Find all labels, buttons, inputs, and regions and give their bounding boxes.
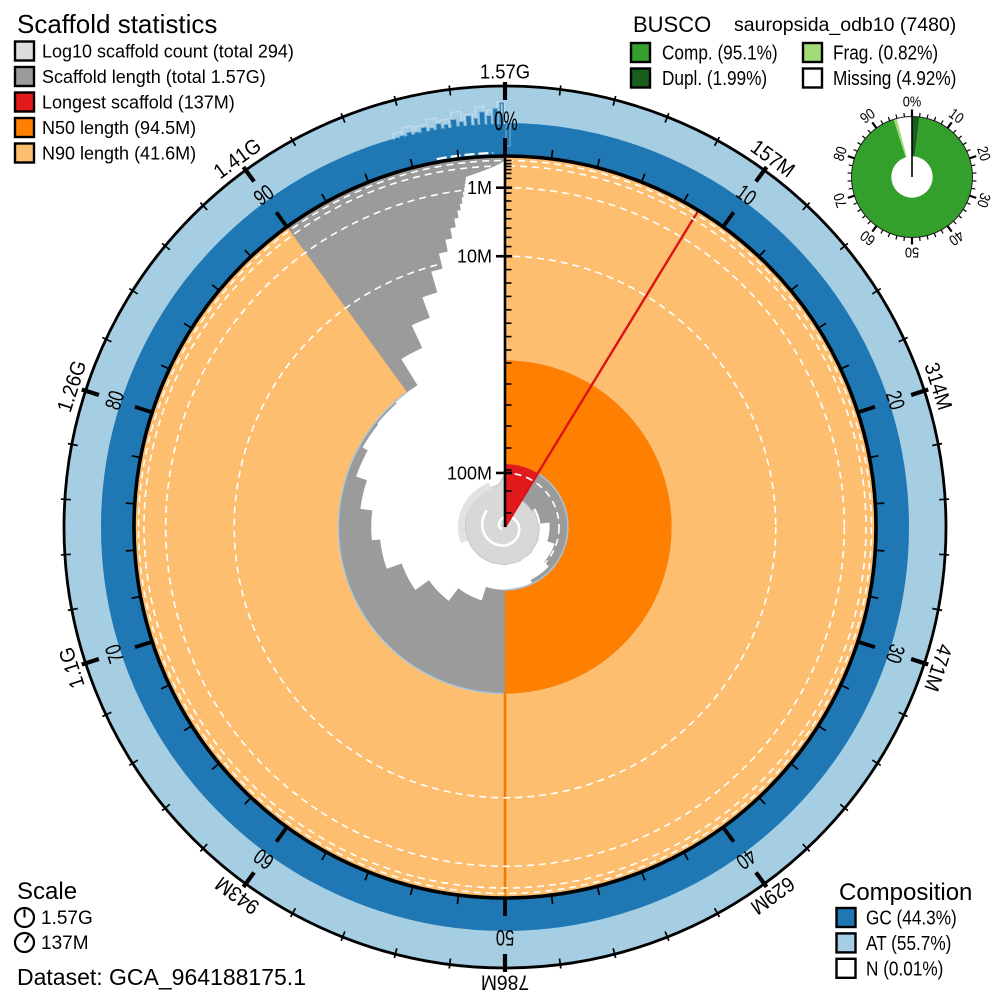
- svg-text:Frag. (0.82%): Frag. (0.82%): [833, 43, 938, 65]
- svg-text:Log10 scaffold count (total 29: Log10 scaffold count (total 294): [42, 42, 294, 62]
- svg-text:137M: 137M: [41, 933, 89, 954]
- svg-text:10M: 10M: [457, 247, 492, 267]
- svg-text:sauropsida_odb10 (7480): sauropsida_odb10 (7480): [734, 14, 956, 36]
- svg-text:786M: 786M: [481, 971, 529, 994]
- svg-text:Scaffold statistics: Scaffold statistics: [17, 9, 217, 39]
- svg-text:0%: 0%: [494, 106, 517, 136]
- svg-text:Dataset: GCA_964188175.1: Dataset: GCA_964188175.1: [17, 964, 306, 990]
- svg-text:80: 80: [830, 144, 851, 163]
- svg-text:GC (44.3%): GC (44.3%): [866, 908, 957, 930]
- svg-text:50: 50: [905, 244, 919, 261]
- svg-text:Scaffold length (total 1.57G): Scaffold length (total 1.57G): [42, 67, 266, 87]
- svg-text:1.57G: 1.57G: [480, 61, 530, 84]
- svg-text:1.57G: 1.57G: [41, 908, 93, 929]
- svg-text:N90 length (41.6M): N90 length (41.6M): [42, 144, 196, 164]
- svg-text:N (0.01%): N (0.01%): [866, 958, 943, 980]
- svg-text:Comp. (95.1%): Comp. (95.1%): [662, 43, 778, 65]
- svg-text:AT (55.7%): AT (55.7%): [866, 933, 951, 955]
- svg-text:100M: 100M: [447, 463, 492, 483]
- svg-text:Composition: Composition: [839, 879, 972, 906]
- svg-text:30: 30: [973, 191, 994, 210]
- svg-text:70: 70: [830, 191, 851, 210]
- svg-text:Dupl. (1.99%): Dupl. (1.99%): [662, 68, 767, 90]
- svg-text:0%: 0%: [903, 94, 921, 111]
- svg-text:Longest scaffold (137M): Longest scaffold (137M): [42, 93, 235, 113]
- svg-text:20: 20: [973, 144, 994, 163]
- svg-text:Scale: Scale: [17, 878, 77, 905]
- svg-text:N50 length (94.5M): N50 length (94.5M): [42, 118, 196, 138]
- svg-text:BUSCO: BUSCO: [633, 12, 711, 37]
- svg-text:50: 50: [496, 925, 514, 950]
- svg-text:Missing (4.92%): Missing (4.92%): [833, 68, 956, 90]
- svg-text:1M: 1M: [467, 178, 492, 198]
